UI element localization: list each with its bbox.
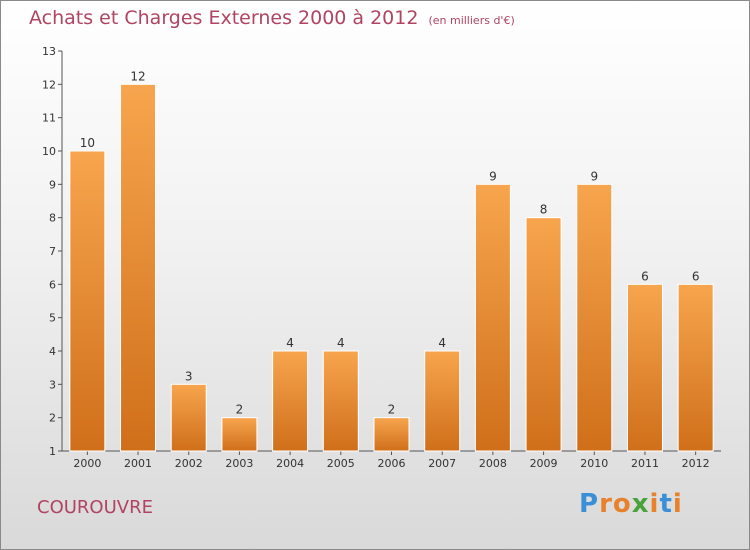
bar-layer <box>69 83 714 452</box>
logo-letter: P <box>579 489 600 519</box>
y-tick-label: 8 <box>49 212 56 225</box>
x-tick-label: 2005 <box>327 457 355 470</box>
chart-unit: (en milliers d'€) <box>428 14 515 27</box>
bar-value-label: 2 <box>388 403 396 417</box>
bar-value-label: 3 <box>185 369 193 383</box>
y-tick-label: 5 <box>49 312 56 325</box>
x-tick-label: 2011 <box>631 457 659 470</box>
bar <box>474 183 511 452</box>
logo-letter: i <box>649 489 660 519</box>
bar <box>424 350 461 452</box>
x-tick-label: 2006 <box>378 457 406 470</box>
y-tick-label: 6 <box>49 278 56 291</box>
logo-letter: o <box>612 489 632 519</box>
bar <box>322 350 359 452</box>
x-tick-label: 2003 <box>225 457 253 470</box>
x-tick-label: 2004 <box>276 457 304 470</box>
commune-name: COUROUVRE <box>37 497 153 518</box>
y-tick-label: 12 <box>42 78 56 91</box>
bar-value-label: 12 <box>130 69 145 83</box>
x-tick-label: 2009 <box>530 457 558 470</box>
bar <box>576 183 613 452</box>
logo-letter: r <box>599 489 613 519</box>
x-tick-label: 2001 <box>124 457 152 470</box>
y-tick-label: 1 <box>49 445 56 458</box>
bar-value-label: 8 <box>540 203 548 217</box>
y-tick-label: 9 <box>49 178 56 191</box>
x-tick-label: 2010 <box>580 457 608 470</box>
bar-value-label: 2 <box>236 403 244 417</box>
y-tick-label: 10 <box>42 145 56 158</box>
logo-letter: t <box>659 489 673 519</box>
bar <box>373 417 410 452</box>
bar-value-label: 6 <box>692 269 700 283</box>
bar-value-label: 10 <box>80 136 95 150</box>
chart-title: Achats et Charges Externes 2000 à 2012 (e… <box>29 7 515 29</box>
bar <box>272 350 309 452</box>
x-tick-label: 2002 <box>175 457 203 470</box>
x-tick-label: 2000 <box>73 457 101 470</box>
bar-value-label: 6 <box>641 269 649 283</box>
y-tick-label: 2 <box>49 412 56 425</box>
proxiti-logo[interactable]: Proxiti <box>579 489 683 519</box>
x-tick-label: 2012 <box>682 457 710 470</box>
bar <box>677 283 714 452</box>
bar-value-label: 9 <box>489 169 497 183</box>
logo-letter: x <box>631 489 650 519</box>
logo-letter: i <box>672 489 683 519</box>
bar-value-label: 4 <box>337 336 345 350</box>
bar <box>626 283 663 452</box>
y-tick-label: 7 <box>49 245 56 258</box>
bar-value-label: 4 <box>438 336 446 350</box>
bar <box>69 150 106 452</box>
bar <box>120 83 157 452</box>
bar-value-label: 9 <box>590 169 598 183</box>
label-layer: 10 12 3 2 4 4 2 4 9 8 9 6 6 <box>80 69 700 416</box>
x-tick-label: 2007 <box>428 457 456 470</box>
bar <box>170 383 207 452</box>
bar-value-label: 4 <box>286 336 294 350</box>
y-tick-label: 13 <box>42 45 56 58</box>
chart-title-text: Achats et Charges Externes 2000 à 2012 <box>29 7 419 29</box>
y-tick-label: 11 <box>42 112 56 125</box>
bar <box>525 217 562 452</box>
bar <box>221 417 258 452</box>
x-tick-label: 2008 <box>479 457 507 470</box>
y-tick-label: 3 <box>49 378 56 391</box>
y-tick-label: 4 <box>49 345 56 358</box>
